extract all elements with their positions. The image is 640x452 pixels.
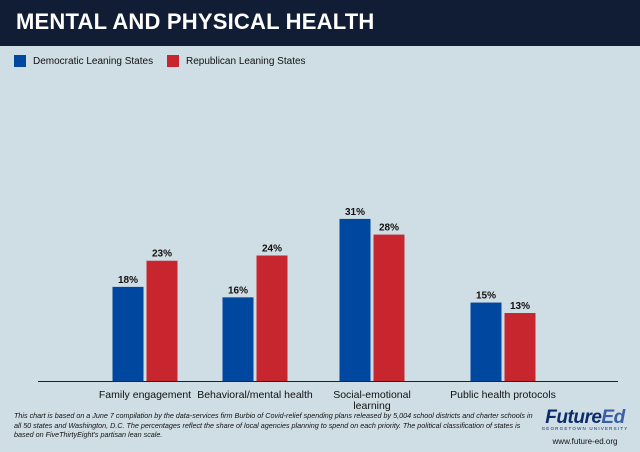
logo-word-future: Future (545, 407, 602, 428)
logo-word-ed: Ed (601, 407, 625, 428)
legend-swatch-democratic (14, 55, 26, 67)
data-label-republican: 23% (152, 249, 172, 260)
logo-wordmark: FutureEd (537, 408, 633, 427)
title-bar: MENTAL AND PHYSICAL HEALTH (0, 0, 640, 46)
website-url: www.future-ed.org (552, 437, 618, 446)
legend-label-republican: Republican Leaning States (186, 55, 306, 67)
bar-democratic (339, 218, 371, 381)
category-label: Family engagement (99, 389, 191, 401)
data-label-democratic: 31% (345, 207, 365, 218)
chart-title: MENTAL AND PHYSICAL HEALTH (16, 9, 375, 34)
data-label-democratic: 16% (228, 285, 248, 296)
bar-republican (504, 313, 536, 381)
category-label: Public health protocols (450, 389, 556, 401)
data-label-republican: 13% (510, 301, 530, 312)
legend-item-republican: Republican Leaning States (167, 54, 306, 68)
data-label-republican: 24% (262, 244, 282, 255)
legend-item-democratic: Democratic Leaning States (14, 54, 153, 68)
data-label-democratic: 18% (118, 275, 138, 286)
data-label-democratic: 15% (476, 291, 496, 302)
bar-republican (373, 234, 405, 381)
bar-democratic (222, 297, 254, 381)
bar-republican (146, 260, 178, 381)
footnote: This chart is based on a June 7 compilat… (14, 411, 533, 440)
bar-republican (256, 255, 288, 381)
futureed-logo: FutureEd GEORGETOWN UNIVERSITY www.futur… (537, 408, 633, 446)
legend-swatch-republican (167, 55, 179, 67)
bar-democratic (112, 286, 144, 381)
legend-label-democratic: Democratic Leaning States (33, 55, 154, 67)
category-label: Social-emotional learning (333, 389, 411, 412)
logo-subtitle: GEORGETOWN UNIVERSITY (541, 426, 629, 431)
category-label: Behavioral/mental health (197, 389, 313, 401)
data-label-republican: 28% (379, 223, 399, 234)
bar-democratic (470, 302, 502, 381)
